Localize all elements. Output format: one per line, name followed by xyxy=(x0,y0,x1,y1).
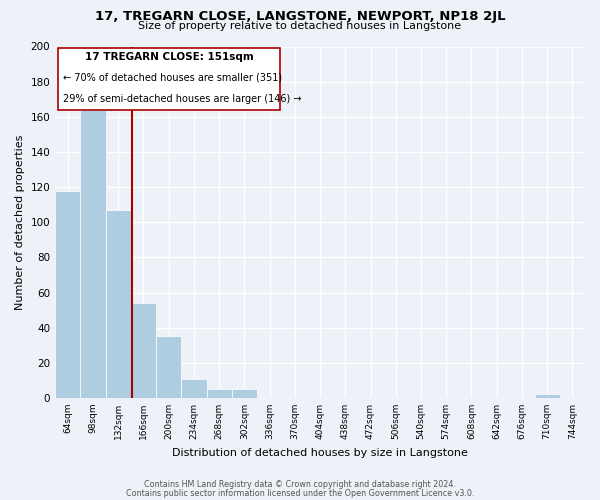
Text: 17 TREGARN CLOSE: 151sqm: 17 TREGARN CLOSE: 151sqm xyxy=(85,52,253,62)
Text: 17, TREGARN CLOSE, LANGSTONE, NEWPORT, NP18 2JL: 17, TREGARN CLOSE, LANGSTONE, NEWPORT, N… xyxy=(95,10,505,23)
Bar xyxy=(206,389,232,398)
Bar xyxy=(181,378,206,398)
Bar xyxy=(80,110,106,398)
X-axis label: Distribution of detached houses by size in Langstone: Distribution of detached houses by size … xyxy=(172,448,468,458)
Bar xyxy=(232,389,257,398)
Bar xyxy=(131,303,156,398)
Bar xyxy=(156,336,181,398)
FancyBboxPatch shape xyxy=(58,48,280,110)
Text: Contains public sector information licensed under the Open Government Licence v3: Contains public sector information licen… xyxy=(126,489,474,498)
Y-axis label: Number of detached properties: Number of detached properties xyxy=(15,134,25,310)
Bar xyxy=(55,190,80,398)
Text: ← 70% of detached houses are smaller (351): ← 70% of detached houses are smaller (35… xyxy=(63,73,282,83)
Text: Size of property relative to detached houses in Langstone: Size of property relative to detached ho… xyxy=(139,21,461,31)
Bar xyxy=(106,210,131,398)
Bar xyxy=(535,394,560,398)
Text: Contains HM Land Registry data © Crown copyright and database right 2024.: Contains HM Land Registry data © Crown c… xyxy=(144,480,456,489)
Text: 29% of semi-detached houses are larger (146) →: 29% of semi-detached houses are larger (… xyxy=(63,94,302,104)
